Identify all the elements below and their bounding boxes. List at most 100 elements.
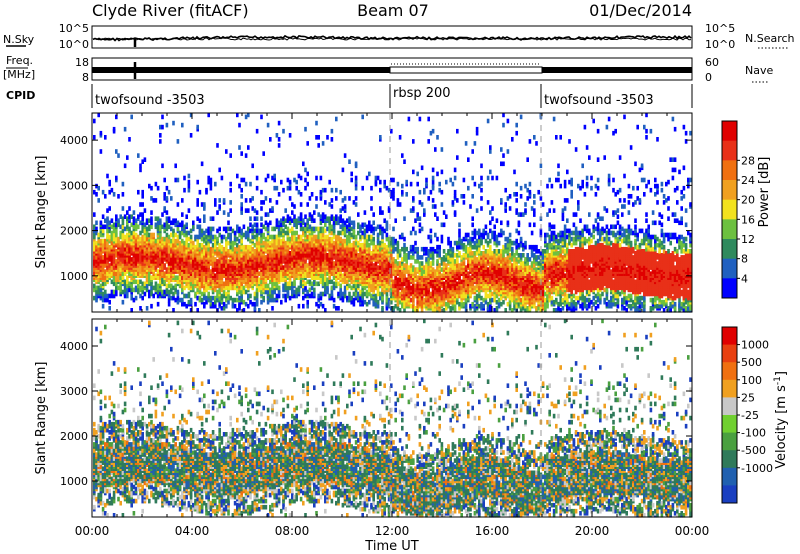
heatmap-cell xyxy=(403,303,406,309)
heatmap-cell xyxy=(198,224,202,230)
heatmap-cell xyxy=(141,216,144,221)
heatmap-cell xyxy=(145,287,149,293)
heatmap-cell xyxy=(266,173,270,179)
heatmap-cell xyxy=(328,179,331,185)
heatmap-cell xyxy=(145,283,149,289)
heatmap-cell xyxy=(453,210,457,215)
heatmap-cell xyxy=(137,289,140,295)
heatmap-cell xyxy=(115,291,118,297)
heatmap-cell xyxy=(392,236,395,242)
heatmap-cell xyxy=(332,297,336,303)
heatmap-cell xyxy=(110,293,114,299)
heatmap-cell xyxy=(306,303,309,309)
heatmap-cell xyxy=(275,238,279,244)
heatmap-cell xyxy=(295,230,298,236)
heatmap-cell xyxy=(304,177,307,183)
heatmap-cell xyxy=(396,301,400,307)
heatmap-cell xyxy=(429,261,433,266)
heatmap-cell xyxy=(196,308,199,313)
heatmap-cell xyxy=(240,234,243,240)
heatmap-cell xyxy=(425,263,428,268)
heatmap-cell xyxy=(271,238,274,244)
heatmap-cell xyxy=(332,246,336,252)
heatmap-cell xyxy=(251,265,254,270)
heatmap-cell xyxy=(117,218,120,223)
heatmap-cell xyxy=(139,230,142,236)
heatmap-cell xyxy=(379,240,382,246)
heatmap-cell xyxy=(176,139,180,144)
heatmap-cell xyxy=(148,279,151,285)
heatmap-cell xyxy=(207,242,210,248)
heatmap-cell xyxy=(104,135,107,140)
heatmap-cell xyxy=(383,228,386,234)
heatmap-cell xyxy=(101,224,105,230)
heatmap-cell xyxy=(390,189,393,195)
heatmap-cell xyxy=(409,303,413,309)
heatmap-cell xyxy=(101,244,105,250)
freq-band-2 xyxy=(389,66,543,74)
heatmap-cell xyxy=(253,228,257,234)
heatmap-cell xyxy=(225,149,228,154)
heatmap-cell xyxy=(167,279,171,285)
heatmap-cell xyxy=(363,291,367,297)
heatmap-cell xyxy=(139,167,142,173)
heatmap-cell xyxy=(244,244,248,250)
heatmap-cell xyxy=(445,257,448,262)
heatmap-cell xyxy=(141,267,144,272)
heatmap-cell xyxy=(216,269,219,274)
heatmap-cell xyxy=(93,255,96,260)
heatmap-cell xyxy=(143,246,147,252)
heatmap-cell xyxy=(374,293,378,299)
heatmap-cell xyxy=(293,251,296,256)
heatmap-cell xyxy=(141,295,144,301)
heatmap-cell xyxy=(255,185,259,191)
heatmap-cell xyxy=(387,187,391,193)
heatmap-cell xyxy=(319,273,323,278)
heatmap-cell xyxy=(233,230,237,236)
heatmap-cell xyxy=(141,285,144,291)
heatmap-cell xyxy=(429,253,433,258)
heatmap-cell xyxy=(403,159,406,164)
heatmap-cell xyxy=(183,232,186,238)
heatmap-cell xyxy=(130,114,133,120)
heatmap-cell xyxy=(348,216,351,221)
heatmap-cell xyxy=(396,261,400,266)
heatmap-cell xyxy=(295,293,298,299)
heatmap-cell xyxy=(471,194,474,199)
heatmap-cell xyxy=(218,204,221,209)
heatmap-cell xyxy=(420,308,424,313)
heatmap-cell xyxy=(95,293,98,299)
heatmap-cell xyxy=(471,216,474,221)
heatmap-cell xyxy=(161,124,164,130)
heatmap-cell xyxy=(416,181,419,187)
heatmap-cell xyxy=(220,293,224,299)
heatmap-cell xyxy=(203,277,206,283)
heatmap-cell xyxy=(110,218,114,223)
heatmap-cell xyxy=(379,230,382,236)
heatmap-cell xyxy=(394,246,397,252)
heatmap-cell xyxy=(431,128,435,134)
heatmap-cell xyxy=(390,293,393,299)
heatmap-cell xyxy=(310,242,314,248)
heatmap-cell xyxy=(222,293,226,299)
heatmap-cell xyxy=(324,218,327,223)
heatmap-cell xyxy=(352,220,356,226)
heatmap-cell xyxy=(249,299,252,305)
heatmap-cell xyxy=(262,259,265,264)
heatmap-cell xyxy=(420,255,424,260)
heatmap-cell xyxy=(405,192,408,197)
heatmap-cell xyxy=(381,234,384,240)
heatmap-cell xyxy=(165,122,169,128)
heatmap-cell xyxy=(339,251,342,256)
heatmap-cell xyxy=(370,224,373,230)
heatmap-cell xyxy=(251,301,254,307)
heatmap-cell xyxy=(473,141,477,146)
heatmap-cell xyxy=(115,259,118,264)
heatmap-cell xyxy=(134,222,138,228)
heatmap-cell xyxy=(361,234,364,240)
heatmap-cell xyxy=(401,189,404,195)
heatmap-cell xyxy=(440,202,444,207)
heatmap-cell xyxy=(156,293,160,299)
heatmap-cell xyxy=(385,244,389,250)
heatmap-cell xyxy=(409,297,413,303)
